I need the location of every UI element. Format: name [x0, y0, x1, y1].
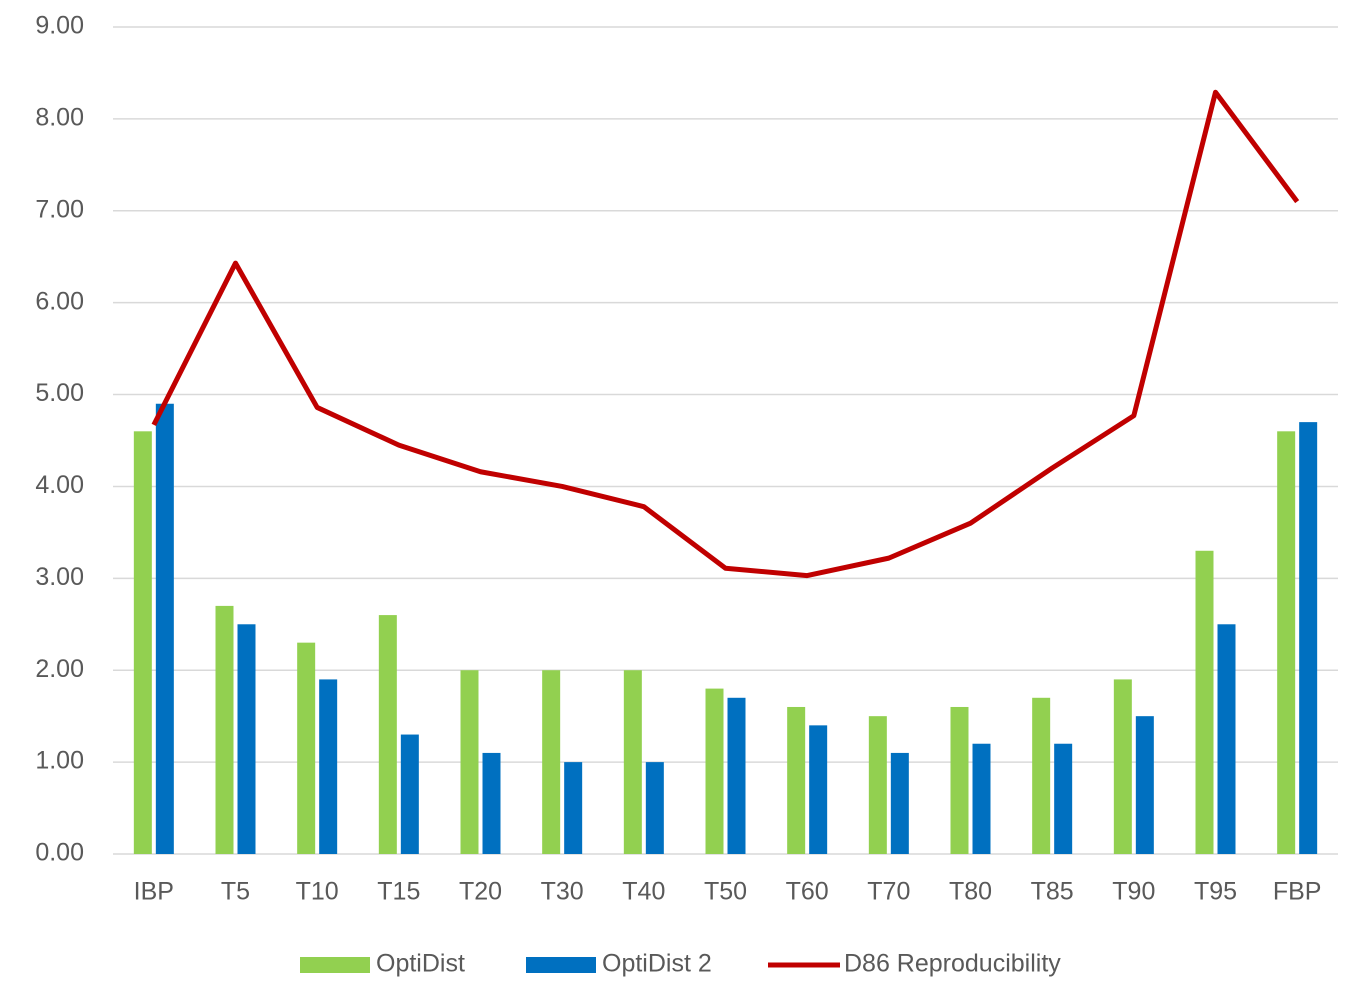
bar [950, 706, 969, 854]
bar [1217, 624, 1236, 854]
y-tick-label: 2.00 [35, 655, 84, 683]
x-tick-label: T30 [541, 878, 584, 906]
bar [319, 679, 338, 854]
bar [1113, 679, 1132, 854]
bar [133, 431, 152, 854]
bar [400, 734, 419, 854]
bar [727, 697, 746, 854]
legend-swatch [300, 957, 370, 973]
y-tick-label: 7.00 [35, 195, 84, 223]
y-tick-label: 9.00 [35, 12, 84, 40]
y-tick-label: 1.00 [35, 747, 84, 775]
y-tick-label: 3.00 [35, 563, 84, 591]
legend-label: D86 Reproducibility [844, 950, 1061, 978]
bar [460, 670, 479, 854]
line [151, 89, 1300, 579]
x-tick-label: T10 [296, 878, 339, 906]
x-tick-label: T95 [1194, 878, 1237, 906]
legend-label: OptiDist 2 [602, 950, 712, 978]
bar [542, 670, 561, 854]
x-tick-label: T70 [867, 878, 910, 906]
bar [890, 752, 909, 854]
y-tick-label: 6.00 [35, 287, 84, 315]
bar [482, 752, 501, 854]
bar [237, 624, 256, 854]
x-tick-label: T15 [377, 878, 420, 906]
y-tick-label: 4.00 [35, 471, 84, 499]
bar [378, 615, 397, 854]
bar [564, 762, 583, 854]
bar [155, 403, 174, 854]
bar [972, 743, 991, 854]
x-tick-label: T5 [221, 878, 250, 906]
bar [1277, 431, 1296, 854]
x-tick-label: FBP [1273, 878, 1322, 906]
legend-swatch [526, 957, 596, 973]
bar [297, 642, 316, 854]
x-tick-label: T50 [704, 878, 747, 906]
y-tick-label: 0.00 [35, 839, 84, 867]
bar [809, 725, 828, 854]
bar [1054, 743, 1073, 854]
y-tick-label: 5.00 [35, 379, 84, 407]
bar [1195, 550, 1214, 854]
bar [868, 716, 887, 854]
x-tick-label: T90 [1112, 878, 1155, 906]
bar [1032, 697, 1051, 854]
bar [1299, 422, 1318, 854]
bar [215, 605, 234, 854]
y-tick-label: 8.00 [35, 103, 84, 131]
x-tick-label: T40 [622, 878, 665, 906]
x-tick-label: T80 [949, 878, 992, 906]
x-tick-label: T20 [459, 878, 502, 906]
bar [645, 762, 664, 854]
legend-label: OptiDist [376, 950, 465, 978]
bar [787, 706, 806, 854]
x-tick-label: T60 [786, 878, 829, 906]
bar [1135, 716, 1154, 854]
bar [705, 688, 724, 854]
x-tick-label: IBP [134, 878, 174, 906]
x-tick-label: T85 [1031, 878, 1074, 906]
bar [623, 670, 642, 854]
